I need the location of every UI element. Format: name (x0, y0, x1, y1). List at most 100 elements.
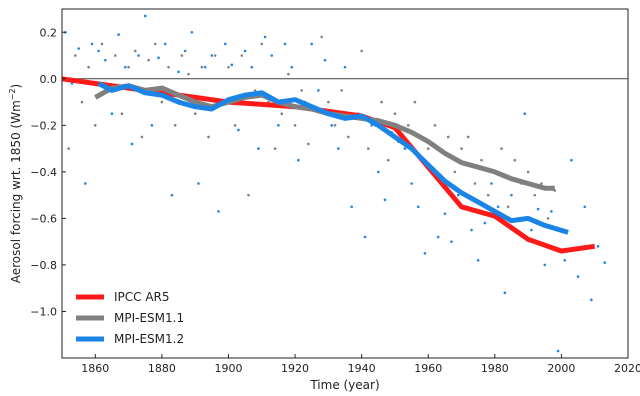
scatter-point (383, 198, 387, 202)
scatter-point (197, 182, 200, 185)
scatter-point (260, 42, 264, 46)
scatter-point (173, 124, 177, 127)
scatter-point (100, 42, 104, 46)
scatter-point (510, 193, 513, 197)
scatter-point (460, 147, 463, 150)
scatter-point (103, 58, 107, 62)
x-tick-label: 1880 (148, 362, 176, 375)
scatter-point (413, 100, 417, 104)
scatter-point (363, 235, 367, 239)
legend-label: MPI-ESM1.2 (114, 332, 184, 346)
scatter-point (540, 182, 543, 185)
scatter-point (453, 170, 457, 174)
scatter-point (243, 49, 247, 53)
scatter-point (207, 135, 210, 139)
scatter-point (84, 182, 87, 185)
scatter-point (503, 291, 507, 295)
scatter-point (150, 124, 154, 127)
scatter-point (233, 124, 237, 127)
scatter-point (590, 298, 593, 302)
scatter-point (87, 65, 90, 69)
x-axis-label: Time (year) (309, 378, 379, 392)
scatter-point (307, 142, 310, 146)
scatter-point (367, 147, 370, 150)
scatter-point (137, 54, 140, 57)
scatter-point (177, 70, 180, 74)
scatter-point (543, 263, 547, 267)
scatter-point (203, 65, 207, 69)
scatter-point (213, 54, 217, 57)
y-axis-label: Aerosol forcing wrt. 1850 (Wm−2) (8, 84, 23, 284)
y-tick-label: −0.2 (30, 119, 57, 132)
scatter-point (320, 35, 323, 39)
scatter-point (147, 58, 150, 62)
scatter-point (237, 128, 240, 132)
scatter-point (556, 349, 560, 353)
scatter-point (163, 42, 167, 46)
series-line-ipcc-ar5 (61, 76, 596, 254)
x-tick-label: 1860 (81, 362, 109, 375)
scatter-point (277, 124, 280, 127)
scatter-point (223, 42, 227, 46)
scatter-point (290, 65, 294, 69)
scatter-point (513, 158, 517, 162)
y-tick-label: −1.0 (30, 305, 57, 318)
scatter-point (583, 205, 587, 209)
scatter-point (80, 100, 84, 104)
scatter-point (130, 142, 134, 146)
scatter-point (576, 275, 580, 278)
scatter-point (596, 245, 600, 248)
scatter-point (473, 182, 477, 185)
scatter-point (67, 147, 70, 150)
x-tick-label: 1900 (214, 362, 242, 375)
scatter-point (97, 49, 100, 53)
scatter-point (157, 56, 160, 60)
scatter-point (93, 124, 97, 127)
scatter-point (287, 72, 290, 76)
y-tick-label: −0.4 (30, 166, 57, 179)
scatter-point (436, 235, 440, 239)
y-tick-label: 0.2 (40, 26, 58, 39)
series-line-mpi-esm1-1 (94, 83, 555, 191)
scatter-point (476, 258, 480, 262)
scatter-point (293, 124, 297, 127)
legend: IPCC AR5 MPI-ESM1.1 MPI-ESM1.2 (76, 290, 184, 346)
scatter-point (530, 228, 533, 232)
scatter-point (376, 170, 380, 174)
scatter-point (393, 112, 397, 115)
scatter-point (496, 205, 500, 209)
scatter-point (546, 217, 550, 220)
scatter-point (193, 112, 197, 115)
series-layer (61, 76, 596, 254)
scatter-point (263, 35, 267, 39)
y-tick-label: 0.0 (40, 73, 58, 86)
scatter-point (506, 205, 510, 209)
scatter-point (536, 207, 540, 211)
scatter-point (456, 193, 460, 197)
scatter-point (273, 147, 277, 150)
scatter-point (310, 42, 314, 46)
scatter-point (337, 147, 340, 150)
series-line-mpi-esm1-2 (97, 81, 569, 235)
scatter-point (340, 89, 343, 92)
scatter-point (210, 54, 214, 57)
x-tick-label: 1980 (481, 362, 509, 375)
scatter-point (533, 193, 537, 197)
y-tick-label: −0.8 (30, 259, 57, 272)
scatter-point (446, 135, 450, 139)
scatter-point (350, 205, 353, 209)
scatter-point (480, 158, 483, 162)
scatter-point (240, 54, 244, 57)
scatter-point (170, 193, 174, 197)
plot-frame (61, 8, 629, 359)
y-axis-label-main: Aerosol forcing wrt. 1850 (Wm (9, 100, 23, 283)
scatter-point (90, 42, 94, 46)
scatter-point (253, 89, 257, 92)
scatter-point (360, 49, 363, 53)
scatter-point (270, 54, 274, 57)
x-tick-label: 2000 (547, 362, 575, 375)
scatter-point (120, 112, 124, 115)
scatter-point (433, 124, 437, 127)
scatter-point (113, 54, 117, 57)
